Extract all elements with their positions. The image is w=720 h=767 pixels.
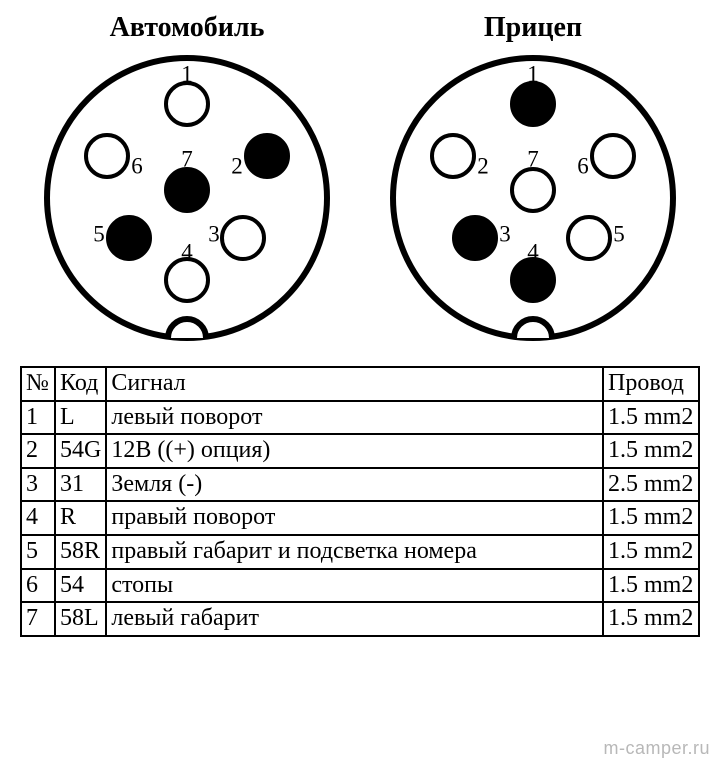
table-row: 331Земля (-)2.5 mm2 bbox=[21, 468, 699, 502]
pin-3 bbox=[454, 217, 496, 259]
pin-7 bbox=[166, 169, 208, 211]
pin-label-4: 4 bbox=[181, 239, 193, 264]
table-cell: 6 bbox=[21, 569, 55, 603]
pin-7 bbox=[512, 169, 554, 211]
table-header-row: № Код Сигнал Провод bbox=[21, 367, 699, 401]
th-code: Код bbox=[55, 367, 106, 401]
pin-label-4: 4 bbox=[527, 239, 539, 264]
pin-label-6: 6 bbox=[577, 153, 589, 178]
pin-label-6: 6 bbox=[131, 153, 143, 178]
table-cell: стопы bbox=[106, 569, 603, 603]
pin-label-3: 3 bbox=[499, 221, 511, 246]
table-cell: 54G bbox=[55, 434, 106, 468]
pin-2 bbox=[432, 135, 474, 177]
table-cell: левый поворот bbox=[106, 401, 603, 435]
pin-label-3: 3 bbox=[208, 221, 220, 246]
table-cell: 2.5 mm2 bbox=[603, 468, 699, 502]
table-cell: 3 bbox=[21, 468, 55, 502]
table-cell: Земля (-) bbox=[106, 468, 603, 502]
connector-auto-diagram: 1 2 34 5 6 7 bbox=[37, 48, 337, 348]
pin-5 bbox=[108, 217, 150, 259]
table-cell: 1.5 mm2 bbox=[603, 569, 699, 603]
pin-6 bbox=[86, 135, 128, 177]
table-cell: 58L bbox=[55, 602, 106, 636]
pin-label-1: 1 bbox=[527, 61, 539, 86]
table-cell: 1.5 mm2 bbox=[603, 535, 699, 569]
table-cell: R bbox=[55, 501, 106, 535]
table-row: 1Lлевый поворот1.5 mm2 bbox=[21, 401, 699, 435]
connector-auto-wrap: 1 2 34 5 6 7 bbox=[14, 48, 360, 348]
title-auto: Автомобиль bbox=[14, 12, 360, 44]
pin-2 bbox=[246, 135, 288, 177]
table-cell: L bbox=[55, 401, 106, 435]
connector-trailer-wrap: 1 2 34 5 6 7 bbox=[360, 48, 706, 348]
table-cell: 1.5 mm2 bbox=[603, 401, 699, 435]
pin-6 bbox=[592, 135, 634, 177]
table-cell: 4 bbox=[21, 501, 55, 535]
connectors-row: 1234567 1234567 bbox=[14, 48, 706, 348]
pin-3 bbox=[222, 217, 264, 259]
pin-4 bbox=[512, 259, 554, 301]
table-row: 758Lлевый габарит1.5 mm2 bbox=[21, 602, 699, 636]
table-cell: 1.5 mm2 bbox=[603, 434, 699, 468]
table-cell: 1.5 mm2 bbox=[603, 501, 699, 535]
table-cell: 54 bbox=[55, 569, 106, 603]
titles-row: Автомобиль Прицеп bbox=[14, 12, 706, 44]
th-num: № bbox=[21, 367, 55, 401]
table-row: 4Rправый поворот1.5 mm2 bbox=[21, 501, 699, 535]
pin-label-7: 7 bbox=[527, 146, 539, 171]
connector-trailer-diagram: 1 2 34 5 6 7 bbox=[383, 48, 683, 348]
table-cell: 5 bbox=[21, 535, 55, 569]
pin-1 bbox=[166, 83, 208, 125]
pin-label-7: 7 bbox=[181, 146, 193, 171]
th-signal: Сигнал bbox=[106, 367, 603, 401]
pin-label-5: 5 bbox=[613, 221, 625, 246]
table-cell: 31 bbox=[55, 468, 106, 502]
pin-label-5: 5 bbox=[93, 221, 105, 246]
table-cell: 1 bbox=[21, 401, 55, 435]
table-cell: 1.5 mm2 bbox=[603, 602, 699, 636]
signal-table: № Код Сигнал Провод 1Lлевый поворот1.5 m… bbox=[20, 366, 700, 637]
pin-label-2: 2 bbox=[477, 153, 489, 178]
table-cell: левый габарит bbox=[106, 602, 603, 636]
title-trailer: Прицеп bbox=[360, 12, 706, 44]
table-cell: правый поворот bbox=[106, 501, 603, 535]
pin-label-2: 2 bbox=[231, 153, 243, 178]
pin-5 bbox=[568, 217, 610, 259]
table-body: 1Lлевый поворот1.5 mm2254G12В ((+) опция… bbox=[21, 401, 699, 636]
pin-1 bbox=[512, 83, 554, 125]
table-cell: 2 bbox=[21, 434, 55, 468]
table-cell: правый габарит и подсветка номера bbox=[106, 535, 603, 569]
table-cell: 7 bbox=[21, 602, 55, 636]
table-row: 654стопы1.5 mm2 bbox=[21, 569, 699, 603]
pin-label-1: 1 bbox=[181, 61, 193, 86]
table-cell: 12В ((+) опция) bbox=[106, 434, 603, 468]
table-row: 558Rправый габарит и подсветка номера1.5… bbox=[21, 535, 699, 569]
table-row: 254G12В ((+) опция)1.5 mm2 bbox=[21, 434, 699, 468]
th-wire: Провод bbox=[603, 367, 699, 401]
pin-4 bbox=[166, 259, 208, 301]
watermark: m-camper.ru bbox=[603, 738, 710, 759]
table-cell: 58R bbox=[55, 535, 106, 569]
